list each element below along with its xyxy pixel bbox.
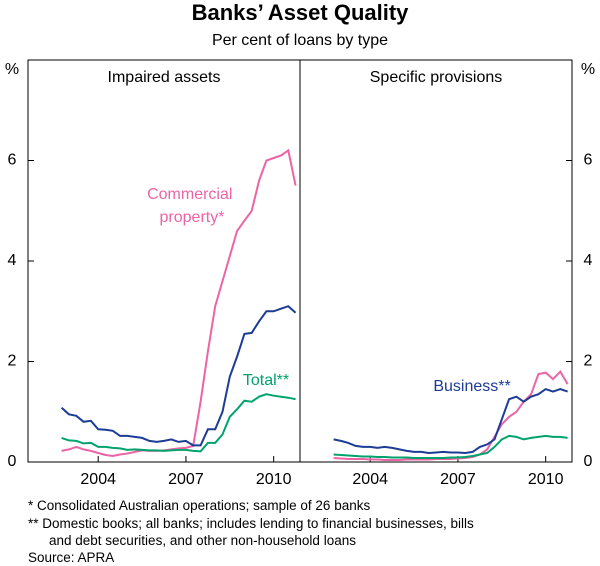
footnote: and debt securities, and other non-house… — [49, 533, 356, 548]
series-line — [333, 434, 568, 459]
panel-title: Impaired assets — [108, 69, 221, 86]
x-tick-label: 2007 — [440, 471, 476, 488]
series-line — [61, 148, 297, 458]
y-unit: % — [5, 61, 19, 78]
y-tick-label: 4 — [8, 252, 17, 269]
y-tick-label: 6 — [584, 152, 593, 169]
footnote: * Consolidated Australian operations; sa… — [28, 498, 370, 513]
y-tick-label: 2 — [8, 353, 17, 370]
series-label: Total** — [243, 372, 289, 389]
series-label: Business** — [433, 378, 510, 395]
x-tick-label: 2010 — [528, 471, 564, 488]
x-tick-label: 2010 — [256, 471, 292, 488]
x-tick-label: 2007 — [168, 471, 204, 488]
y-tick-label: 0 — [584, 453, 593, 470]
x-tick-label: 2004 — [352, 471, 388, 488]
series-line — [333, 387, 568, 455]
y-tick-label: 2 — [584, 353, 593, 370]
y-unit: % — [581, 61, 595, 78]
series-label: Commercial property* — [147, 186, 237, 226]
chart-title: Banks’ Asset Quality — [192, 0, 410, 25]
footnote: ** Domestic books; all banks; includes l… — [28, 516, 474, 531]
series-line — [60, 305, 297, 447]
chart-subtitle: Per cent of loans by type — [212, 32, 388, 49]
series-line — [333, 369, 569, 461]
panel-title: Specific provisions — [370, 69, 503, 86]
y-tick-label: 0 — [8, 453, 17, 470]
y-tick-label: 6 — [8, 152, 17, 169]
x-tick-label: 2004 — [80, 471, 116, 488]
y-tick-label: 4 — [584, 252, 593, 269]
series-line — [61, 393, 296, 453]
source: Source: APRA — [28, 550, 114, 565]
